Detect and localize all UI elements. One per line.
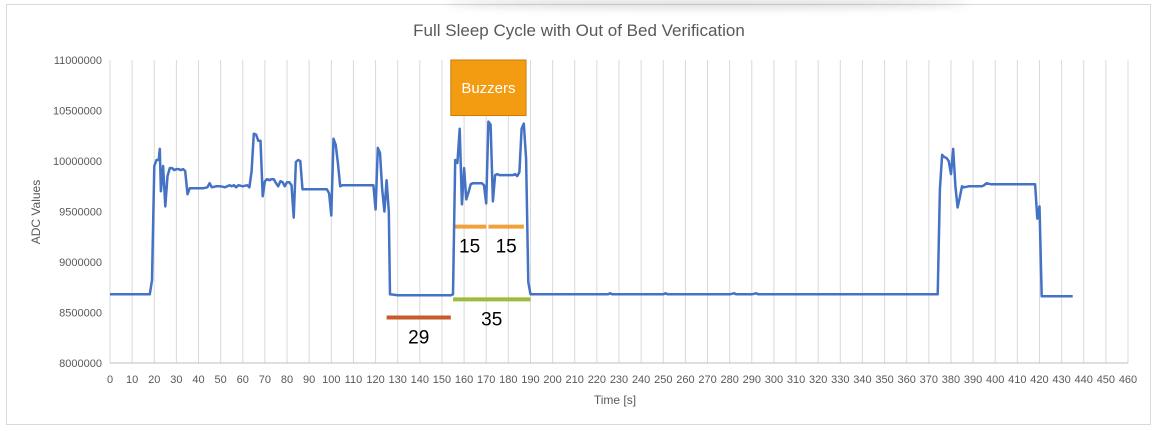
x-tick-label: 140	[411, 374, 429, 386]
chart-title: Full Sleep Cycle with Out of Bed Verific…	[413, 21, 745, 40]
x-tick-label: 240	[632, 374, 650, 386]
x-tick-label: 120	[366, 374, 384, 386]
x-tick-label: 200	[543, 374, 561, 386]
x-tick-label: 410	[1008, 374, 1026, 386]
y-tick-label: 10500000	[53, 106, 102, 118]
chart-frame	[6, 0, 1151, 425]
interval-label-2: 35	[481, 309, 502, 330]
y-tick-label: 11000000	[54, 55, 102, 67]
x-tick-label: 170	[477, 374, 495, 386]
y-tick-label: 9500000	[59, 207, 102, 219]
x-tick-label: 400	[986, 374, 1004, 386]
y-tick-labels: 8000000 8500000 9000000 9500000 10000000 1050…	[53, 55, 102, 370]
x-tick-label: 90	[303, 374, 315, 386]
x-tick-label: 160	[455, 374, 473, 386]
annotations: Buzzers 15 15 35 29	[386, 59, 531, 349]
axes	[109, 60, 1128, 364]
buzzers-box	[450, 59, 527, 117]
x-tick-label: 60	[237, 374, 249, 386]
x-tick-label: 70	[259, 374, 271, 386]
interval-label-0: 15	[459, 237, 480, 258]
y-tick-label: 9000000	[59, 257, 102, 269]
x-tick-label: 420	[1030, 374, 1048, 386]
series-line-0	[110, 120, 1073, 298]
interval-label-3: 29	[408, 328, 429, 349]
x-tick-label: 10	[126, 374, 138, 386]
x-tick-label: 320	[809, 374, 827, 386]
x-tick-label: 40	[192, 374, 204, 386]
x-tick-label: 380	[942, 374, 960, 386]
x-tick-label: 100	[322, 374, 340, 386]
x-tick-label: 290	[743, 374, 761, 386]
x-tick-label: 300	[765, 374, 783, 386]
x-tick-label: 250	[654, 374, 672, 386]
x-tick-label: 190	[521, 374, 539, 386]
x-tick-label: 430	[1052, 374, 1070, 386]
x-tick-label: 230	[610, 374, 628, 386]
x-tick-label: 0	[107, 374, 113, 386]
x-tick-label: 330	[831, 374, 849, 386]
x-tick-label: 80	[281, 374, 293, 386]
y-tick-label: 10000000	[53, 156, 102, 168]
x-tick-label: 180	[499, 374, 517, 386]
x-tick-label: 150	[433, 374, 451, 386]
buzzers-label: Buzzers	[461, 80, 515, 97]
y-tick-label: 8500000	[59, 308, 102, 320]
x-tick-label: 350	[875, 374, 893, 386]
grid-lines	[131, 60, 1129, 363]
y-tick-label: 8000000	[59, 358, 102, 370]
window-shadow	[447, 0, 967, 9]
interval-label-1: 15	[496, 237, 517, 258]
x-tick-label: 280	[720, 374, 738, 386]
x-tick-label: 390	[964, 374, 982, 386]
x-tick-label: 20	[148, 374, 160, 386]
x-tick-label: 450	[1097, 374, 1115, 386]
y-axis-title: ADC Values	[29, 180, 43, 244]
x-tick-label: 270	[698, 374, 716, 386]
x-tick-labels: 0 10 20 30 40 50 60 70 80 90 100 110 120 130 140 150 160…	[107, 374, 1137, 386]
x-tick-label: 260	[676, 374, 694, 386]
series-group	[110, 120, 1073, 298]
x-tick-label: 340	[853, 374, 871, 386]
x-tick-label: 30	[170, 374, 182, 386]
x-axis-title: Time [s]	[594, 393, 636, 407]
x-tick-label: 440	[1075, 374, 1093, 386]
x-tick-label: 310	[787, 374, 805, 386]
x-tick-label: 370	[920, 374, 938, 386]
x-tick-label: 460	[1119, 374, 1137, 386]
x-tick-label: 360	[898, 374, 916, 386]
x-tick-label: 50	[215, 374, 227, 386]
x-tick-label: 110	[345, 374, 363, 386]
x-tick-label: 220	[588, 374, 606, 386]
x-tick-label: 210	[566, 374, 584, 386]
x-tick-label: 130	[389, 374, 407, 386]
